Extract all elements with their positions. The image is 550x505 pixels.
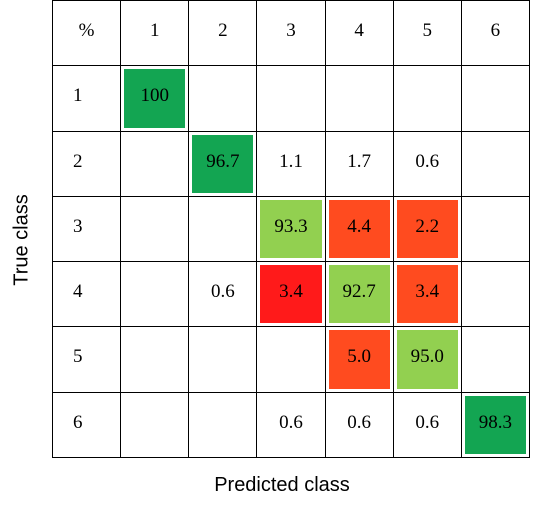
cell-fill bbox=[328, 330, 390, 389]
cell-value: 1.1 bbox=[279, 150, 303, 172]
x-tick-label: 5 bbox=[422, 20, 433, 41]
y-tick-label: 2 bbox=[73, 150, 83, 172]
cell-value: 3.4 bbox=[415, 281, 440, 303]
x-tick-label: 3 bbox=[286, 20, 296, 41]
matrix-cell bbox=[325, 66, 394, 132]
cell-value: 1.7 bbox=[347, 150, 371, 172]
column-header: 5 bbox=[393, 1, 462, 67]
y-tick-label: 5 bbox=[73, 346, 83, 368]
cell-value: 2.2 bbox=[415, 215, 440, 237]
column-header: 2 bbox=[189, 1, 258, 67]
y-axis-label: True class bbox=[10, 194, 33, 286]
matrix-cell: 96.7 bbox=[189, 131, 258, 197]
cell-value: 96.7 bbox=[206, 150, 240, 172]
cell-value: 5.0 bbox=[347, 346, 371, 368]
matrix-cell bbox=[461, 131, 530, 197]
column-header: 3 bbox=[257, 1, 326, 67]
matrix-cell bbox=[461, 66, 530, 132]
cell-fill bbox=[192, 134, 254, 193]
x-tick-label: 1 bbox=[149, 20, 160, 41]
row-header: 6 bbox=[53, 392, 122, 458]
row-header: 2 bbox=[53, 131, 122, 197]
row-header: 5 bbox=[53, 327, 122, 393]
corner-label: % bbox=[78, 20, 95, 41]
matrix-cell: 98.3 bbox=[461, 392, 530, 458]
cell-fill bbox=[260, 199, 322, 259]
cell-fill bbox=[396, 265, 458, 324]
matrix-cell: 2.2 bbox=[393, 196, 462, 263]
cell-fill bbox=[260, 265, 322, 324]
matrix-cell bbox=[121, 196, 190, 263]
matrix-cell bbox=[461, 196, 530, 263]
matrix-cell bbox=[461, 262, 530, 328]
cell-fill bbox=[464, 395, 526, 454]
matrix-cell: 4.4 bbox=[325, 196, 394, 263]
matrix-cell: 0.6 bbox=[189, 262, 258, 328]
cell-value: 100 bbox=[140, 85, 169, 107]
cell-value: 0.6 bbox=[415, 411, 440, 433]
cell-value: 93.3 bbox=[274, 215, 308, 237]
cell-value: 0.6 bbox=[279, 411, 303, 433]
matrix-cell bbox=[121, 131, 190, 197]
matrix-cell: 95.0 bbox=[393, 327, 462, 393]
cell-value: 98.3 bbox=[478, 411, 513, 433]
matrix-cell: 0.6 bbox=[393, 131, 462, 197]
cell-fill bbox=[124, 69, 186, 128]
matrix-cell: 93.3 bbox=[257, 196, 326, 263]
matrix-cell: 0.6 bbox=[393, 392, 462, 458]
column-header: 6 bbox=[461, 1, 530, 67]
matrix-cell bbox=[121, 392, 190, 458]
matrix-cell bbox=[189, 196, 258, 263]
matrix-cell: 3.4 bbox=[257, 262, 326, 328]
cell-value: 95.0 bbox=[410, 346, 444, 368]
matrix-cell: 0.6 bbox=[325, 392, 394, 458]
corner-cell: % bbox=[53, 1, 122, 67]
matrix-cell bbox=[257, 66, 326, 132]
y-tick-label: 4 bbox=[73, 281, 83, 303]
row-header: 3 bbox=[53, 196, 122, 263]
cell-fill bbox=[328, 265, 390, 324]
x-axis-label: Predicted class bbox=[214, 474, 350, 496]
cell-fill bbox=[396, 330, 458, 389]
y-tick-label: 6 bbox=[73, 411, 83, 433]
matrix-cell: 0.6 bbox=[257, 392, 326, 458]
x-tick-label: 2 bbox=[218, 20, 228, 41]
matrix-cell: 92.7 bbox=[325, 262, 394, 328]
x-tick-label: 6 bbox=[490, 20, 501, 41]
matrix-cell bbox=[257, 327, 326, 393]
column-header: 4 bbox=[325, 1, 394, 67]
matrix-cell bbox=[189, 66, 258, 132]
cell-fill bbox=[328, 199, 390, 259]
matrix-cell bbox=[393, 66, 462, 132]
matrix-cell bbox=[121, 262, 190, 328]
matrix-cell: 100 bbox=[121, 66, 190, 132]
cell-value: 0.6 bbox=[415, 150, 440, 172]
y-tick-label: 1 bbox=[73, 85, 83, 107]
cell-fill bbox=[396, 199, 458, 259]
cell-value: 3.4 bbox=[279, 281, 303, 303]
matrix-cell bbox=[189, 392, 258, 458]
y-tick-label: 3 bbox=[73, 215, 83, 237]
matrix-cell: 5.0 bbox=[325, 327, 394, 393]
row-header: 4 bbox=[53, 262, 122, 328]
matrix-cell bbox=[461, 327, 530, 393]
matrix-cell bbox=[189, 327, 258, 393]
cell-value: 0.6 bbox=[210, 281, 235, 303]
column-header: 1 bbox=[121, 1, 190, 67]
confusion-matrix: % 1 2 3 4 5 6 1 100 2 96.7 1.1 1.7 0.6 3 93.3 4.4 2.2 4 0.6… bbox=[52, 0, 530, 458]
matrix-cell: 1.1 bbox=[257, 131, 326, 197]
x-tick-label: 4 bbox=[354, 20, 364, 41]
cell-value: 4.4 bbox=[347, 215, 371, 237]
matrix-cell bbox=[121, 327, 190, 393]
row-header: 1 bbox=[53, 66, 122, 132]
cell-value: 92.7 bbox=[342, 281, 376, 303]
matrix-cell: 1.7 bbox=[325, 131, 394, 197]
cell-value: 0.6 bbox=[347, 411, 371, 433]
matrix-cell: 3.4 bbox=[393, 262, 462, 328]
